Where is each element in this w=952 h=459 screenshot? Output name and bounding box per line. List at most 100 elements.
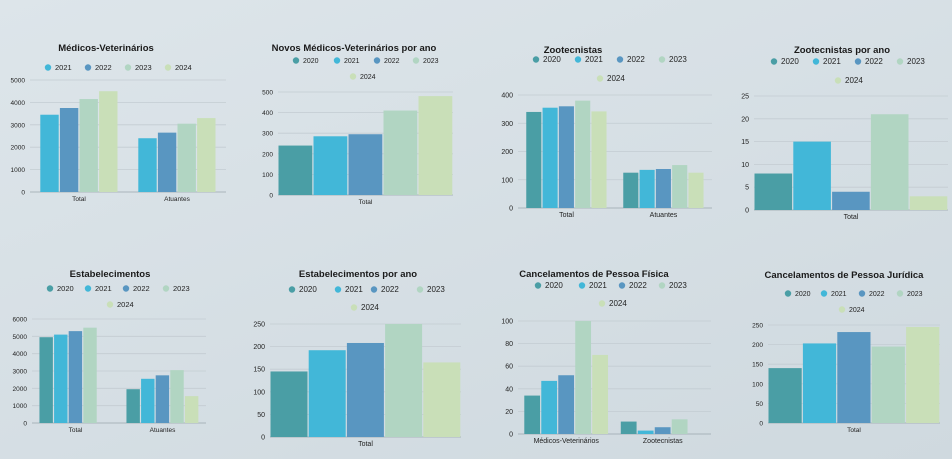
legend-item-2022[interactable]: 2022	[854, 57, 884, 66]
legend-item-2021[interactable]: 2021	[812, 57, 842, 66]
chart-title: Estabelecimentos por ano	[299, 269, 417, 280]
bar-total-2023[interactable]	[575, 100, 591, 208]
legend-item-2021[interactable]: 2021	[334, 285, 364, 294]
bar-total-2020[interactable]	[270, 371, 308, 437]
legend-item-2024[interactable]: 2024	[350, 303, 380, 312]
bar-total-2021[interactable]	[54, 334, 68, 423]
legend-item-2024[interactable]: 2024	[106, 300, 134, 309]
bar-total-2021[interactable]	[40, 114, 59, 192]
chart-title: Médicos-Veterinários	[58, 43, 154, 54]
legend-item-2021[interactable]: 2021	[333, 57, 360, 65]
legend-item-2022[interactable]: 2022	[616, 55, 646, 64]
bar-total-2023[interactable]	[383, 110, 418, 195]
bar-medicos-veterinarios-2024[interactable]	[592, 354, 609, 434]
bar-total-2024[interactable]	[99, 91, 118, 192]
legend-item-2020[interactable]: 2020	[46, 284, 74, 293]
legend-item-2024[interactable]: 2024	[596, 74, 626, 83]
legend-item-2023[interactable]: 2023	[658, 281, 688, 290]
bar-atuantes-2022[interactable]	[155, 375, 170, 423]
legend-item-2021[interactable]: 2021	[574, 55, 604, 64]
legend-label: 2022	[381, 285, 399, 294]
legend-item-2024[interactable]: 2024	[834, 76, 864, 85]
bar-atuantes-2024[interactable]	[197, 118, 216, 192]
bar-total-2024[interactable]	[909, 196, 948, 210]
legend-item-2021[interactable]: 2021	[44, 63, 72, 72]
bar-total-2021[interactable]	[793, 141, 831, 210]
bar-total-2020[interactable]	[526, 111, 542, 208]
legend-item-2020[interactable]: 2020	[534, 281, 564, 290]
bar-total-2023[interactable]	[83, 327, 97, 423]
legend-item-2023[interactable]: 2023	[658, 55, 688, 64]
bar-total-2021[interactable]	[802, 343, 837, 423]
legend-item-2024[interactable]: 2024	[349, 73, 376, 81]
bar-total-2020[interactable]	[768, 368, 802, 423]
legend-item-2020[interactable]: 2020	[292, 57, 319, 65]
legend-item-2022[interactable]: 2022	[618, 281, 648, 290]
legend-swatch	[896, 290, 904, 297]
legend-item-2020[interactable]: 2020	[770, 57, 800, 66]
legend-item-2024[interactable]: 2024	[164, 63, 192, 72]
legend-item-2021[interactable]: 2021	[820, 290, 847, 298]
legend-item-2023[interactable]: 2023	[412, 57, 439, 65]
bar-total-2023[interactable]	[79, 99, 98, 192]
bar-atuantes-2024[interactable]	[184, 396, 199, 423]
bar-atuantes-2023[interactable]	[177, 123, 196, 192]
legend-item-2022[interactable]: 2022	[373, 57, 400, 65]
legend-item-2021[interactable]: 2021	[578, 281, 608, 290]
bar-atuantes-2020[interactable]	[126, 389, 140, 423]
bar-total-2022[interactable]	[68, 331, 83, 423]
bar-atuantes-2021[interactable]	[639, 169, 655, 208]
bar-total-2022[interactable]	[348, 134, 383, 195]
bar-total-2021[interactable]	[542, 107, 558, 208]
bar-total-2021[interactable]	[313, 136, 348, 195]
legend-item-2023[interactable]: 2023	[896, 290, 923, 298]
bar-zootecnistas-2023[interactable]	[671, 419, 688, 434]
legend-item-2023[interactable]: 2023	[162, 284, 190, 293]
bar-atuantes-2020[interactable]	[623, 172, 639, 208]
legend-item-2022[interactable]: 2022	[858, 290, 885, 298]
bar-total-2022[interactable]	[837, 332, 871, 423]
bar-total-2022[interactable]	[346, 342, 384, 437]
bar-total-2024[interactable]	[418, 96, 453, 195]
bar-total-2022[interactable]	[832, 191, 870, 210]
bar-atuantes-2024[interactable]	[688, 172, 704, 208]
bar-atuantes-2021[interactable]	[141, 378, 155, 423]
bar-total-2024[interactable]	[423, 362, 461, 437]
bar-total-2020[interactable]	[278, 145, 313, 195]
legend-item-2022[interactable]: 2022	[122, 284, 150, 293]
legend-item-2022[interactable]: 2022	[84, 63, 112, 72]
bar-total-2022[interactable]	[558, 106, 574, 208]
legend-item-2023[interactable]: 2023	[124, 63, 152, 72]
bar-total-2023[interactable]	[870, 114, 909, 210]
bar-atuantes-2023[interactable]	[672, 165, 688, 208]
legend-item-2024[interactable]: 2024	[598, 299, 628, 308]
bar-atuantes-2021[interactable]	[138, 138, 157, 192]
bar-total-2024[interactable]	[906, 326, 940, 423]
bar-total-2020[interactable]	[39, 337, 53, 423]
legend-item-2024[interactable]: 2024	[838, 306, 865, 314]
legend-item-2021[interactable]: 2021	[84, 284, 112, 293]
legend-item-2020[interactable]: 2020	[532, 55, 562, 64]
bar-total-2020[interactable]	[754, 173, 793, 210]
bar-total-2022[interactable]	[59, 108, 79, 192]
bar-zootecnistas-2021[interactable]	[637, 430, 654, 434]
bar-total-2023[interactable]	[871, 346, 905, 423]
bar-zootecnistas-2022[interactable]	[654, 427, 671, 434]
bar-medicos-veterinarios-2022[interactable]	[558, 375, 575, 434]
bar-medicos-veterinarios-2020[interactable]	[524, 395, 541, 434]
legend-item-2023[interactable]: 2023	[896, 57, 926, 66]
bar-total-2024[interactable]	[591, 111, 607, 208]
bar-total-2021[interactable]	[308, 350, 346, 437]
legend-item-2020[interactable]: 2020	[288, 285, 318, 294]
bar-zootecnistas-2020[interactable]	[620, 421, 637, 434]
bar-atuantes-2022[interactable]	[157, 132, 177, 192]
bar-medicos-veterinarios-2021[interactable]	[541, 380, 558, 434]
bar-atuantes-2023[interactable]	[170, 370, 184, 423]
bar-total-2023[interactable]	[385, 324, 423, 437]
legend-item-2022[interactable]: 2022	[370, 285, 400, 294]
legend-item-2020[interactable]: 2020	[784, 290, 811, 298]
x-tick-label: Total	[359, 199, 373, 206]
bar-medicos-veterinarios-2023[interactable]	[575, 321, 592, 434]
bar-atuantes-2022[interactable]	[655, 169, 671, 208]
legend-item-2023[interactable]: 2023	[416, 285, 446, 294]
